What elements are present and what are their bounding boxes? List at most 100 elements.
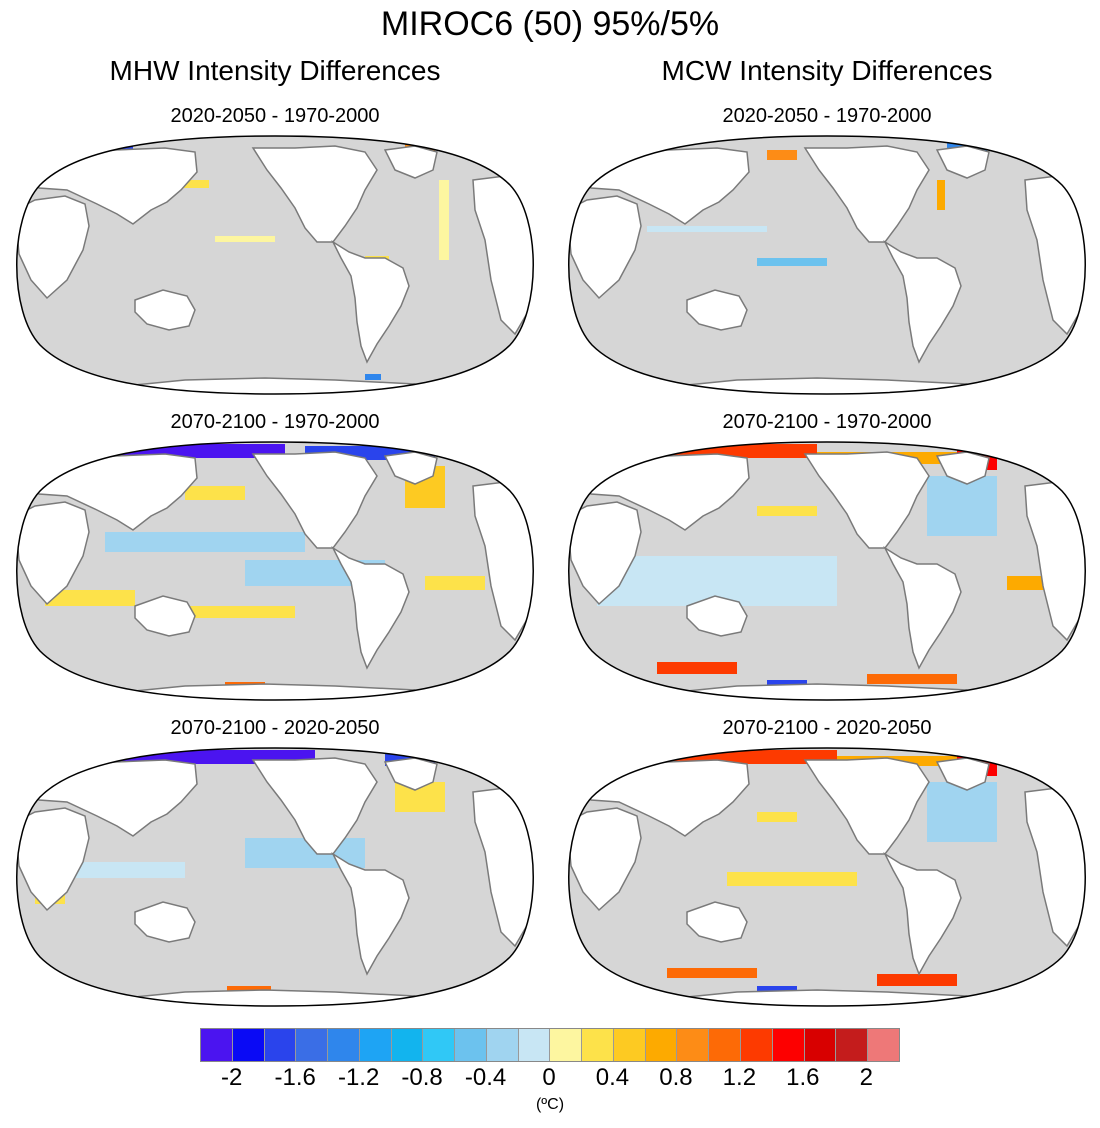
colorbar-swatch: [613, 1029, 646, 1061]
land-mass: [883, 545, 962, 670]
map-mhw-2070-2100-vs-2020: [16, 747, 534, 1007]
map-border: [16, 135, 534, 395]
anomaly-patch: [365, 374, 381, 380]
map-mcw-2020-2050: [568, 135, 1086, 395]
map-border: [16, 441, 534, 701]
land-mass: [883, 239, 962, 364]
colorbar-swatch: [836, 1029, 869, 1061]
land-mass: [134, 901, 196, 943]
anomaly-patch: [767, 150, 797, 160]
anomaly-patch: [425, 576, 485, 590]
map-border: [568, 135, 1086, 395]
anomaly-patch: [65, 862, 185, 878]
colorbar-swatch: [550, 1029, 583, 1061]
land-mass: [575, 147, 750, 225]
anomaly-patch: [867, 674, 957, 684]
colorbar-swatch: [455, 1029, 487, 1061]
colorbar-tick-label: 0.4: [595, 1064, 630, 1091]
land-mass: [23, 759, 198, 837]
land-mass: [16, 501, 90, 606]
land-mass: [134, 289, 196, 331]
colorbar-swatch: [423, 1029, 456, 1061]
colorbar-swatch: [328, 1029, 360, 1061]
colorbar-tick-labels: -2 -1.6 -1.2 -0.8 -0.4 0 0.4 0.8 1.2 1.6 2: [0, 1064, 1100, 1094]
column-title-mhw: MHW Intensity Differences: [109, 55, 441, 86]
colorbar-swatch: [709, 1029, 742, 1061]
land-mass: [575, 453, 750, 531]
anomaly-patch: [837, 756, 987, 766]
panel-title-mhw-3: 2070-2100 - 2020-2050: [170, 717, 380, 739]
colorbar: [200, 1028, 900, 1062]
colorbar-tick-label: 2: [859, 1064, 873, 1091]
colorbar-swatch: [868, 1029, 899, 1061]
land-mass: [803, 145, 930, 243]
land-mass: [803, 451, 930, 549]
anomaly-patch: [647, 226, 767, 232]
map-border: [16, 747, 534, 1007]
anomaly-patch: [757, 812, 797, 822]
panel-title-mhw-1: 2020-2050 - 1970-2000: [170, 105, 380, 127]
colorbar-swatch: [391, 1029, 424, 1061]
panel-title-mcw-3: 2070-2100 - 2020-2050: [722, 717, 932, 739]
land-mass: [23, 147, 198, 225]
anomaly-patch: [105, 532, 305, 552]
colorbar-swatch: [359, 1029, 392, 1061]
land-mass: [568, 195, 642, 300]
land-mass: [686, 595, 748, 637]
anomaly-patch: [757, 506, 817, 516]
land-mass: [331, 851, 410, 976]
land-mass: [686, 901, 748, 943]
colorbar-swatch: [201, 1029, 233, 1061]
anomaly-patch: [927, 782, 997, 842]
column-title-mcw: MCW Intensity Differences: [661, 55, 993, 86]
colorbar-swatch: [232, 1029, 265, 1061]
panel-title-mcw-1: 2020-2050 - 1970-2000: [722, 105, 932, 127]
land-mass: [883, 851, 962, 976]
colorbar-swatch: [741, 1029, 773, 1061]
land-mass: [251, 145, 378, 243]
colorbar-tick-label: 0: [542, 1064, 556, 1091]
anomaly-patch: [667, 968, 757, 978]
colorbar-swatch: [264, 1029, 297, 1061]
colorbar-swatch: [296, 1029, 329, 1061]
anomaly-patch: [45, 590, 135, 606]
colorbar-swatch: [518, 1029, 551, 1061]
land-mass: [251, 451, 378, 549]
anomaly-patch: [439, 180, 449, 260]
anomaly-patch: [95, 140, 133, 150]
anomaly-patch: [1007, 576, 1047, 590]
colorbar-tick-label: 1.6: [786, 1064, 820, 1091]
anomaly-patch: [175, 180, 209, 188]
anomaly-patch: [937, 180, 945, 210]
map-border: [568, 441, 1086, 701]
colorbar-tick-label: 0.8: [659, 1064, 693, 1091]
colorbar-units: (ºC): [535, 1096, 565, 1113]
anomaly-patch: [587, 140, 627, 154]
anomaly-patch: [727, 872, 857, 886]
land-mass: [568, 807, 642, 912]
anomaly-patch: [877, 974, 957, 986]
anomaly-patch: [165, 606, 295, 618]
colorbar-swatch: [804, 1029, 837, 1061]
colorbar-swatch: [582, 1029, 614, 1061]
map-border: [568, 747, 1086, 1007]
anomaly-patch: [215, 236, 275, 242]
anomaly-patch: [657, 662, 737, 674]
colorbar-tick-label: 1.2: [722, 1064, 757, 1091]
land-mass: [251, 757, 378, 855]
map-mcw-2070-2100-vs-2020: [568, 747, 1086, 1007]
anomaly-patch: [927, 476, 997, 536]
colorbar-tick-label: -1.6: [274, 1064, 316, 1091]
map-mhw-2070-2100-vs-1970: [16, 441, 534, 701]
colorbar-tick-label: -0.4: [464, 1064, 507, 1091]
land-mass: [16, 807, 90, 912]
colorbar-tick-label: -0.8: [401, 1064, 443, 1091]
land-mass: [568, 501, 642, 606]
land-mass: [331, 545, 410, 670]
land-mass: [16, 195, 90, 300]
anomaly-patch: [757, 258, 827, 266]
colorbar-swatch: [486, 1029, 519, 1061]
colorbar-tick-label: -2: [221, 1064, 243, 1091]
colorbar-swatch: [772, 1029, 805, 1061]
map-mcw-2070-2100-vs-1970: [568, 441, 1086, 701]
